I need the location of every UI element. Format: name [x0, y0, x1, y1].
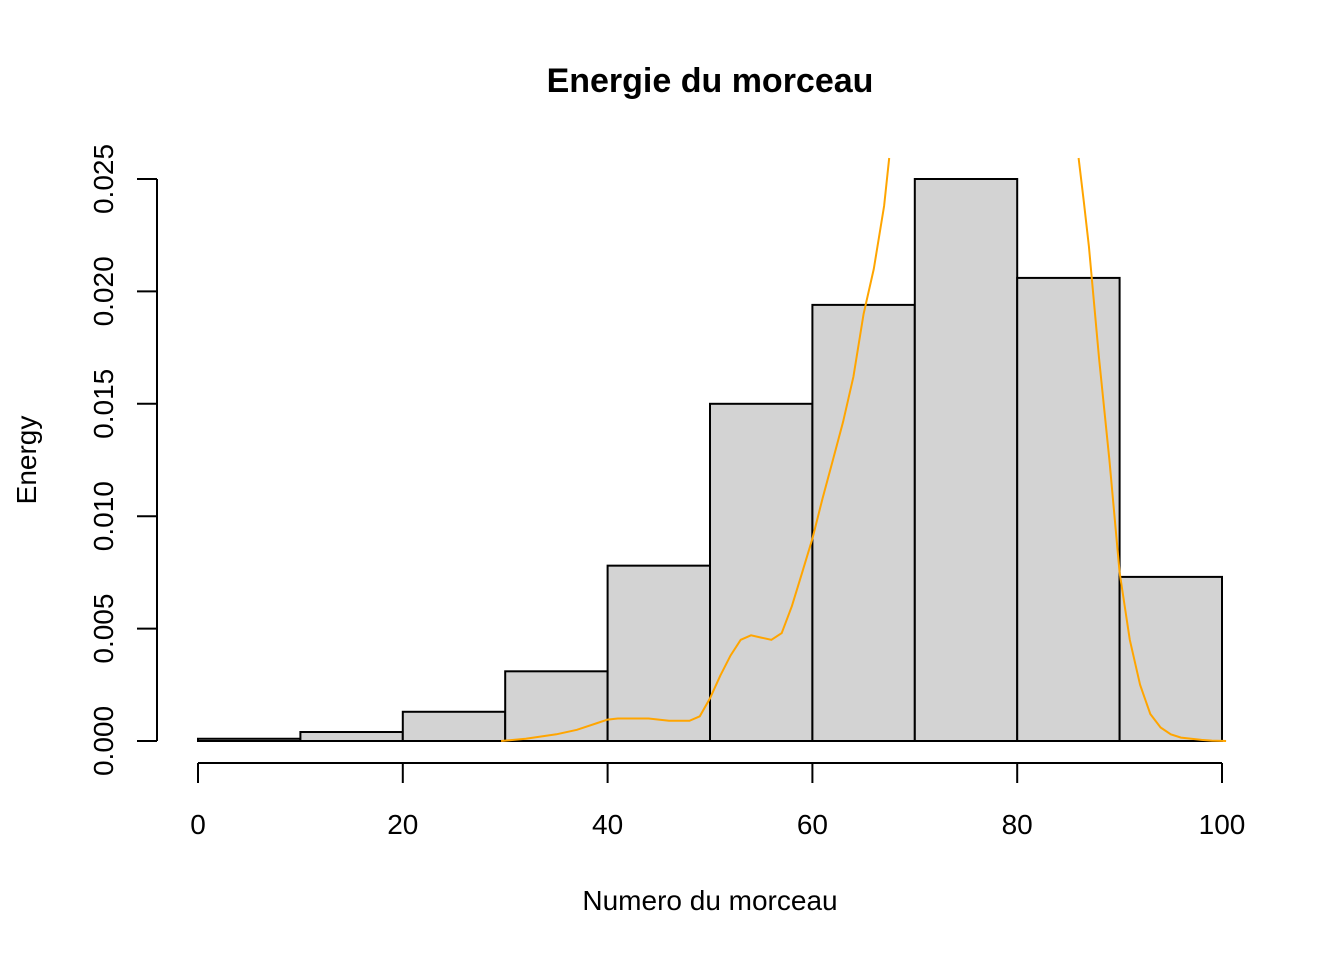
y-tick-label-4: 0.020: [88, 256, 119, 326]
y-tick-label-1: 0.005: [88, 594, 119, 664]
x-tick-label-1: 20: [387, 809, 418, 840]
x-tick-label-0: 0: [190, 809, 206, 840]
chart-title: Energie du morceau: [547, 62, 874, 100]
x-tick-label-4: 80: [1002, 809, 1033, 840]
x-tick-label-3: 60: [797, 809, 828, 840]
y-tick-label-0: 0.000: [88, 706, 119, 776]
histogram-bar-3: [504, 670, 609, 743]
histogram-bar-8: [1016, 276, 1121, 742]
y-tick-label-2: 0.010: [88, 481, 119, 551]
density-curve-segment-1: [1077, 157, 1227, 742]
x-tick-label-2: 40: [592, 809, 623, 840]
histogram-bars: [197, 178, 1223, 743]
histogram-bar-6: [811, 303, 916, 742]
histogram-bar-0: [197, 737, 302, 743]
histogram-bar-4: [606, 564, 711, 742]
density-curve-segment-0: [501, 157, 891, 742]
y-axis: 0.000 0.005 0.010 0.015 0.020 0.025: [88, 144, 158, 776]
histogram-bar-9: [1118, 575, 1223, 742]
histogram-bar-7: [913, 178, 1019, 742]
density-curve: [501, 157, 1227, 742]
x-tick-label-5: 100: [1199, 809, 1246, 840]
y-tick-label-3: 0.015: [88, 369, 119, 439]
histogram-bar-5: [709, 402, 814, 742]
x-axis-label: Numero du morceau: [582, 885, 837, 916]
histogram-bar-1: [299, 731, 404, 742]
y-tick-label-5: 0.025: [88, 144, 119, 214]
histogram-bar-2: [401, 710, 507, 743]
x-axis: 0 20 40 60 80 100: [190, 762, 1246, 840]
y-axis-label: Energy: [11, 416, 42, 505]
